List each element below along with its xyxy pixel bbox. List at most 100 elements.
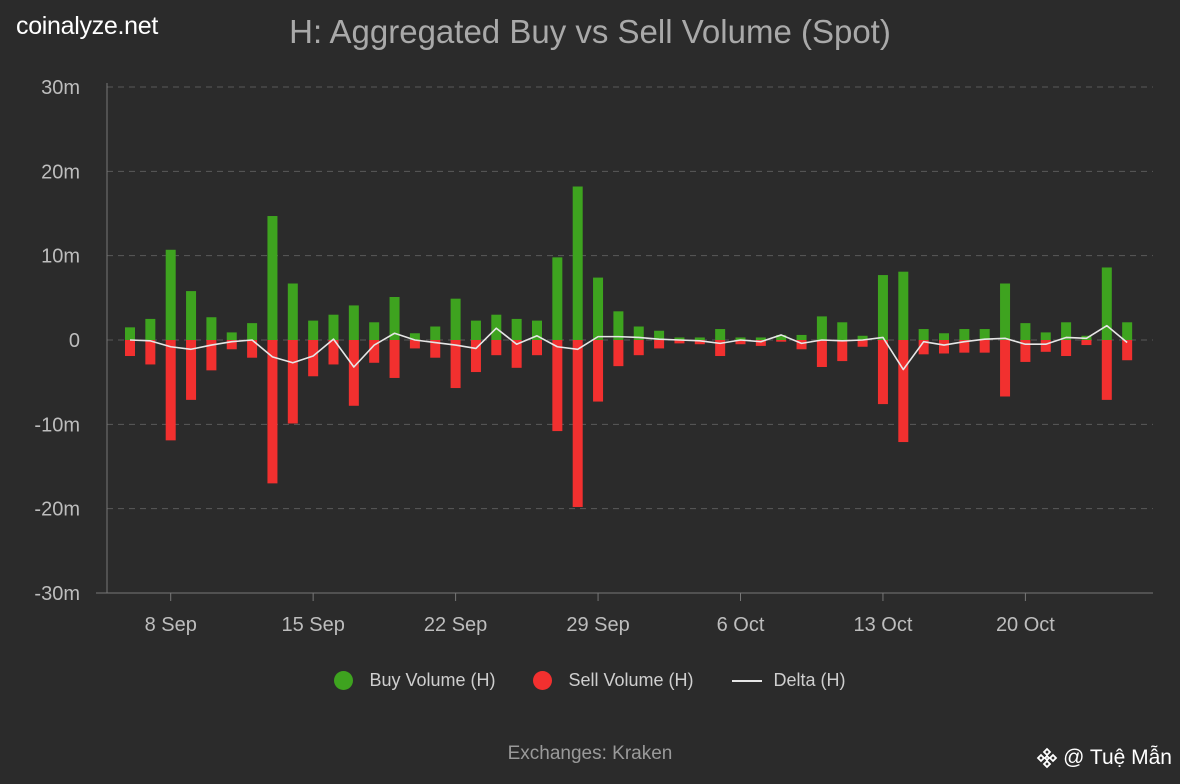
y-tick-label: -10m <box>34 414 80 436</box>
sell-volume-bar <box>1101 340 1112 400</box>
buy-volume-bar <box>348 305 359 340</box>
sell-volume-bar <box>633 340 644 356</box>
legend-item-delta[interactable]: Delta (H) <box>731 670 846 691</box>
legend-marker-sell <box>533 671 553 690</box>
buy-volume-bar <box>267 216 278 340</box>
sell-volume-bar <box>267 340 278 484</box>
buy-volume-bar <box>918 329 929 340</box>
sell-volume-bar <box>593 340 604 402</box>
sell-volume-bar <box>308 340 319 377</box>
watermark: @ Tuệ Mẫn <box>1035 746 1172 770</box>
legend-marker-delta <box>731 679 762 682</box>
buy-volume-bar <box>491 314 502 340</box>
legend-label-delta: Delta (H) <box>773 670 846 690</box>
sell-volume-bar <box>959 340 970 353</box>
x-tick-label: 13 Oct <box>853 614 912 636</box>
sell-volume-bar <box>389 340 400 378</box>
watermark-text: @ Tuệ Mẫn <box>1063 746 1172 769</box>
buy-volume-bar <box>979 329 990 340</box>
sell-volume-bar <box>125 340 135 357</box>
sell-volume-bar <box>776 340 787 342</box>
buy-volume-bar <box>1061 322 1072 340</box>
legend: Buy Volume (H) Sell Volume (H) Delta (H) <box>0 670 1180 691</box>
sell-volume-bar <box>654 340 665 349</box>
sell-volume-bar <box>939 340 949 354</box>
chart-title: H: Aggregated Buy vs Sell Volume (Spot) <box>289 13 891 50</box>
buy-volume-bar <box>470 320 481 340</box>
sell-volume-bar <box>369 340 380 363</box>
buy-volume-bar <box>206 317 217 340</box>
buy-volume-bar <box>755 337 766 340</box>
sell-volume-bar <box>491 340 502 356</box>
sell-volume-bar <box>247 340 258 358</box>
sell-volume-bar <box>1061 340 1072 357</box>
buy-volume-bar <box>959 329 970 340</box>
binance-logo-icon <box>1036 747 1058 769</box>
sell-volume-bar <box>1020 340 1031 362</box>
sell-volume-bar <box>348 340 359 406</box>
legend-label-buy: Buy Volume (H) <box>369 670 496 690</box>
buy-volume-bar <box>328 314 339 340</box>
sell-volume-bar <box>328 340 339 365</box>
exchanges-footer: Exchanges: Kraken <box>507 743 673 764</box>
buy-volume-bar <box>816 316 827 340</box>
sell-volume-bar <box>145 340 156 365</box>
sell-volume-bar <box>837 340 848 362</box>
sell-volume-bar <box>186 340 197 400</box>
y-tick-label: -20m <box>34 499 80 521</box>
sell-volume-bar <box>511 340 522 368</box>
sell-volume-bar <box>674 340 685 344</box>
sell-volume-bar <box>1040 340 1051 352</box>
sell-volume-bar <box>287 340 298 424</box>
buy-volume-bar <box>125 327 135 340</box>
sell-volume-bar <box>735 340 746 345</box>
buy-volume-bar <box>369 322 380 340</box>
buy-volume-bar <box>715 329 726 340</box>
buy-volume-bar <box>186 291 197 340</box>
brand-logo-text[interactable]: coinalyze.net <box>16 12 159 40</box>
buy-volume-bar <box>532 320 542 340</box>
buy-volume-bar <box>145 318 156 340</box>
sell-volume-bar <box>979 340 990 353</box>
buy-volume-bar <box>776 334 787 340</box>
x-tick-label: 29 Sep <box>566 614 629 636</box>
sell-volume-bar <box>1000 340 1011 397</box>
buy-volume-bar <box>613 311 624 340</box>
x-tick-label: 6 Oct <box>717 614 765 636</box>
sell-volume-bar <box>857 340 868 347</box>
legend-item-sell[interactable]: Sell Volume (H) <box>533 670 694 691</box>
sell-volume-bar <box>613 340 624 367</box>
buy-volume-bar <box>1122 322 1133 340</box>
buy-volume-bar <box>857 335 868 340</box>
buy-volume-bar <box>939 333 949 340</box>
sell-volume-bar <box>572 340 583 507</box>
sell-volume-bar <box>470 340 481 373</box>
sell-volume-bar <box>206 340 217 371</box>
buy-volume-bar <box>735 337 746 340</box>
bars-layer <box>125 186 1133 507</box>
buy-volume-bar <box>694 337 705 340</box>
buy-volume-bar <box>389 296 400 340</box>
buy-volume-bar <box>308 320 319 340</box>
legend-label-sell: Sell Volume (H) <box>568 670 694 690</box>
sell-volume-bar <box>918 340 929 355</box>
y-tick-label: 20m <box>41 161 80 183</box>
buy-volume-bar <box>511 318 522 340</box>
buy-volume-bar <box>1040 332 1051 340</box>
x-tick-label: 8 Sep <box>145 614 197 636</box>
sell-volume-bar <box>430 340 441 358</box>
sell-volume-bar <box>1081 340 1092 346</box>
buy-volume-bar <box>247 323 258 340</box>
delta-series-line <box>129 324 1128 371</box>
buy-volume-bar <box>226 332 237 340</box>
sell-volume-bar <box>796 340 807 350</box>
legend-item-buy[interactable]: Buy Volume (H) <box>334 670 495 691</box>
sell-volume-bar <box>715 340 726 357</box>
sell-volume-bar <box>450 340 461 389</box>
buy-volume-bar <box>1101 267 1112 340</box>
sell-volume-bar <box>532 340 542 356</box>
sell-volume-bar <box>552 340 563 432</box>
buy-volume-bar <box>430 326 441 340</box>
sell-volume-bar <box>755 340 766 346</box>
